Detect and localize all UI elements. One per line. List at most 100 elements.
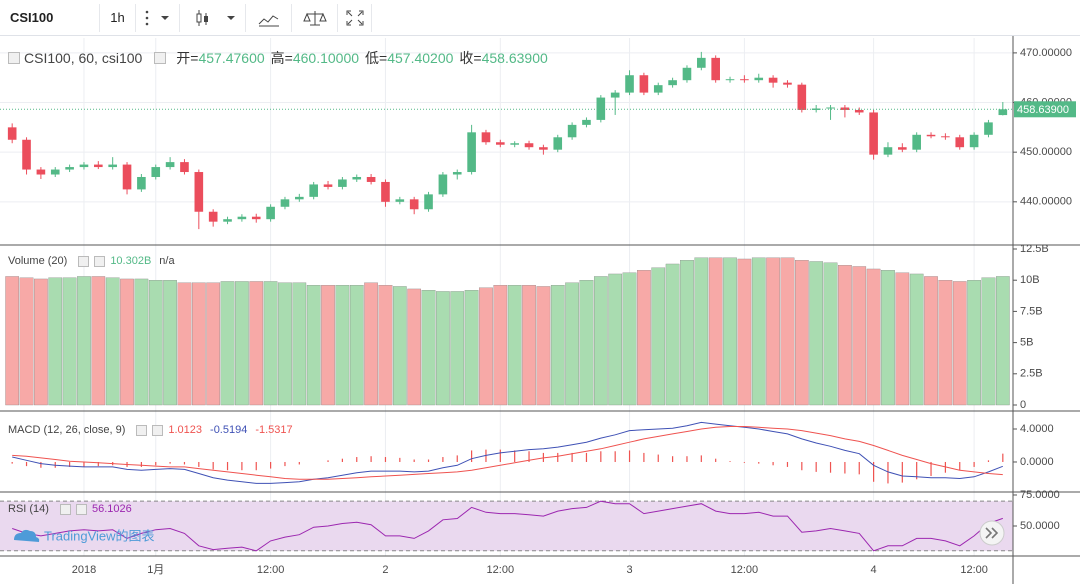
legend-field-value: 458.63900	[481, 50, 548, 66]
volume-bar	[191, 282, 206, 406]
fullscreen[interactable]	[338, 4, 372, 32]
candle-body	[840, 107, 850, 110]
x-tick-label: 2	[382, 564, 388, 576]
candle-body	[452, 172, 462, 175]
fullscreen-icon	[346, 10, 364, 26]
volume-bar	[536, 286, 551, 406]
candle-body	[208, 211, 218, 222]
close-icon[interactable]	[75, 503, 87, 515]
candle-body	[438, 174, 448, 195]
candle-body	[854, 109, 864, 113]
candle-body	[768, 77, 778, 83]
settings-icon[interactable]	[136, 424, 148, 436]
price-axis	[1013, 36, 1080, 584]
settings-icon[interactable]	[154, 52, 167, 64]
volume-legend: Volume (20) 10.302B n/a	[8, 255, 183, 267]
candle-body	[50, 169, 60, 175]
volume-bar	[967, 280, 981, 406]
collapse-icon[interactable]	[8, 52, 20, 64]
volume-bar	[450, 291, 465, 406]
interval-menu[interactable]	[136, 4, 180, 32]
volume-bar	[120, 278, 134, 406]
y-tick-label: 10B	[1020, 274, 1040, 286]
rsi-legend: RSI (14) 56.1026	[8, 503, 132, 515]
y-tick-label: 2.5B	[1020, 368, 1043, 380]
volume-bar	[622, 272, 637, 406]
volume-bar	[665, 263, 680, 406]
candle-body	[697, 57, 706, 68]
candle-icon	[204, 16, 208, 22]
volume-bar	[780, 257, 795, 406]
compare[interactable]	[292, 4, 338, 32]
symbol-search[interactable]: CSI100	[0, 4, 100, 32]
close-icon[interactable]	[94, 255, 106, 267]
volume-bar	[637, 270, 651, 406]
toolbar: CSI100 1h	[0, 0, 1080, 36]
watermark-icon	[14, 529, 40, 542]
legend-values: 10.302B n/a	[110, 255, 182, 267]
volume-bar	[794, 260, 809, 406]
candle-body	[395, 199, 405, 202]
legend-value: n/a	[159, 255, 175, 267]
candle-body	[65, 167, 74, 170]
candle-body	[223, 219, 232, 222]
candle-body	[883, 147, 893, 155]
candle-body	[424, 194, 433, 210]
candle-body	[754, 77, 764, 81]
scroll-button[interactable]	[979, 520, 1005, 546]
volume-bar	[235, 281, 249, 406]
legend-field-value: 460.10000	[292, 50, 360, 66]
volume-bar	[852, 266, 867, 406]
close-icon[interactable]	[152, 424, 164, 436]
legend-fields: 开=457.47600 高=460.10000 低=457.40200 收=458.6…	[170, 48, 548, 68]
candle-body	[539, 147, 548, 150]
volume-bar	[579, 280, 594, 406]
interval-button[interactable]: 1h	[100, 4, 136, 32]
volume-bar	[263, 281, 278, 406]
volume-bar	[866, 268, 881, 406]
y-tick-label: 450.00000	[1020, 146, 1072, 158]
chart-style[interactable]	[186, 4, 246, 32]
volume-bar	[838, 265, 852, 406]
rsi-line	[12, 500, 1003, 552]
volume-bar	[378, 285, 393, 406]
caret	[227, 16, 235, 20]
volume-bar	[565, 282, 579, 406]
candle-body	[94, 164, 103, 168]
macd-legend: MACD (12, 26, close, 9) 1.0123 -0.5194 -1.…	[8, 424, 301, 436]
candle-body	[869, 112, 878, 155]
x-tick-label: 12:00	[960, 564, 988, 576]
y-tick-label: 470.00000	[1020, 47, 1072, 59]
candle-body	[711, 57, 720, 81]
volume-bar	[321, 285, 335, 406]
y-tick-label: 5B	[1020, 337, 1033, 349]
y-tick-label: 75.0000	[1020, 489, 1060, 501]
candle-body	[912, 134, 921, 150]
candle-body	[352, 176, 362, 180]
y-tick-label: 4.0000	[1020, 423, 1054, 435]
volume-bar	[522, 285, 536, 406]
volume-bar	[981, 277, 996, 406]
candle-body	[137, 176, 146, 190]
indicators[interactable]	[246, 4, 292, 32]
volume-bar	[220, 281, 235, 406]
candle-body	[251, 216, 261, 220]
volume-bar	[723, 257, 737, 406]
candle-body	[567, 124, 577, 138]
volume-bar	[5, 276, 20, 406]
volume-bar	[306, 285, 321, 406]
legend-value: 56.1026	[91, 503, 132, 515]
volume-bar	[952, 281, 967, 406]
settings-icon[interactable]	[78, 255, 90, 267]
y-tick-label: 0	[1020, 399, 1026, 411]
watermark-text: TradingView的图表	[44, 528, 155, 543]
scroll-button-icon[interactable]	[985, 527, 999, 539]
candle-body	[338, 179, 347, 187]
compare-icon	[303, 11, 327, 26]
volume-bar	[593, 276, 608, 406]
settings-icon[interactable]	[59, 503, 71, 515]
dot	[145, 16, 149, 20]
volume-bar	[895, 272, 910, 406]
volume-bar	[493, 285, 508, 406]
